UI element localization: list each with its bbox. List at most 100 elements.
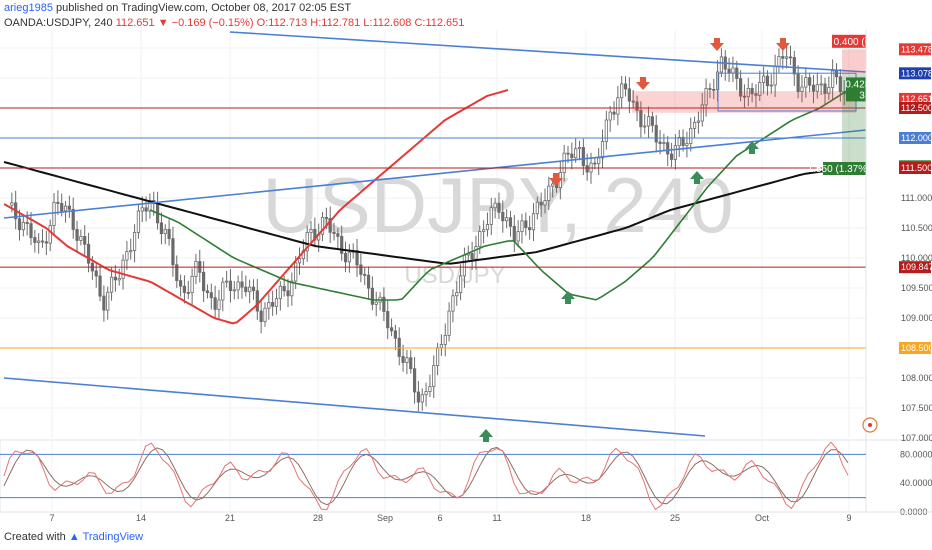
candle-body	[17, 218, 22, 231]
candle-body	[831, 70, 835, 88]
candle-body	[635, 101, 639, 111]
created-with-label: Created with	[4, 531, 66, 543]
price-tick-label: 109.500	[901, 283, 932, 293]
price-badge-text: 112.000	[901, 133, 932, 143]
candle-body	[781, 56, 785, 59]
ohlc-values: O:112.713 H:112.781 L:112.608 C:112.651	[253, 17, 465, 29]
candle-body	[179, 280, 183, 287]
candle-body	[232, 289, 236, 292]
candle-body	[244, 286, 248, 293]
candle-body	[52, 201, 56, 226]
time-tick-label: 28	[313, 513, 323, 523]
price-tick-label: 107.000	[901, 433, 932, 443]
candle-body	[593, 162, 597, 165]
candle-body	[796, 73, 800, 92]
candle-body	[382, 296, 386, 312]
down-arrow-icon	[636, 77, 650, 90]
candle-body	[478, 231, 482, 247]
candle-body	[704, 88, 708, 106]
candle-body	[79, 236, 83, 241]
candle-body	[228, 280, 233, 292]
price-tick-label: 111.000	[901, 193, 932, 203]
candle-body	[175, 264, 179, 282]
candle-body	[658, 141, 662, 144]
alert-circle-icon	[862, 417, 878, 433]
candle-body	[719, 56, 724, 73]
down-arrow-icon	[549, 173, 563, 186]
candle-body	[727, 68, 731, 74]
time-tick-label: 18	[581, 513, 591, 523]
candle-body	[25, 221, 29, 224]
candle-body	[516, 231, 520, 242]
candle-body	[37, 240, 41, 243]
candle-body	[401, 356, 405, 363]
candle-body	[274, 298, 279, 307]
candle-body	[56, 201, 60, 204]
candle-body	[386, 311, 390, 329]
candle-body	[271, 302, 275, 307]
price-badge-text: 113.078	[901, 68, 932, 78]
candle-body	[267, 302, 271, 309]
candle-body	[40, 240, 45, 243]
candle-body	[217, 299, 221, 310]
candle-body	[627, 88, 631, 102]
candle-body	[462, 254, 467, 277]
candle-body	[297, 258, 302, 264]
candle-body	[10, 202, 14, 206]
up-arrow-icon	[561, 291, 575, 304]
candle-body	[497, 202, 501, 213]
candle-body	[102, 295, 106, 311]
candle-body	[838, 76, 842, 93]
price-tick-label: 110.000	[901, 253, 932, 263]
price-badge-bg	[899, 261, 931, 274]
candle-body	[470, 253, 474, 260]
candle-body	[405, 357, 409, 363]
candle-body	[324, 216, 328, 219]
candle-body	[340, 235, 344, 254]
candle-body	[708, 88, 712, 90]
candle-body	[86, 243, 91, 264]
candle-body	[106, 291, 110, 311]
candle-body	[739, 78, 743, 97]
candle-body	[451, 295, 455, 312]
time-tick-label: 9	[846, 513, 851, 523]
candle-body	[482, 229, 486, 232]
candle-body	[63, 205, 68, 212]
stop-label-text: 0.400 (0.35%)	[834, 37, 897, 48]
author-link[interactable]: arieg1985	[4, 2, 53, 14]
trend-line-1	[229, 31, 867, 73]
oscillator-tick-label: 40.0000	[900, 478, 932, 488]
candle-body	[535, 201, 539, 215]
candle-body	[531, 213, 536, 231]
candle-body	[109, 276, 114, 293]
candle-body	[278, 285, 282, 300]
candle-body	[566, 152, 570, 155]
trend-line-3	[3, 377, 706, 437]
tradingview-brand[interactable]: TradingView	[82, 531, 144, 543]
candle-body	[581, 147, 585, 167]
candle-body	[60, 203, 64, 212]
down-arrow-icon	[776, 38, 790, 51]
candle-body	[221, 281, 225, 301]
time-tick-label: 25	[670, 513, 680, 523]
candle-body	[282, 285, 286, 292]
candle-body	[539, 201, 543, 206]
candle-body	[205, 290, 210, 293]
candle-body	[692, 122, 697, 129]
candle-body	[225, 280, 229, 283]
candle-body	[785, 56, 789, 59]
candle-body	[769, 84, 773, 87]
candle-body	[439, 344, 444, 349]
candle-body	[428, 386, 432, 393]
candle-body	[163, 229, 167, 235]
candle-body	[455, 292, 459, 297]
candle-body	[650, 116, 654, 126]
candle-body	[363, 273, 367, 276]
target-label-text: 1.550 (1.37%) 10	[808, 164, 885, 175]
candle-body	[117, 277, 121, 281]
candle-body	[512, 225, 516, 242]
price-badge-bg	[899, 102, 931, 114]
price-tick-label: 109.000	[901, 313, 932, 323]
target-label-bg	[823, 162, 869, 175]
